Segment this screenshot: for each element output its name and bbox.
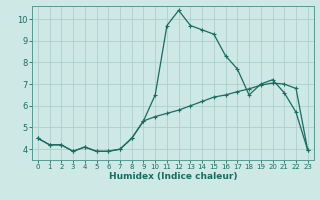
X-axis label: Humidex (Indice chaleur): Humidex (Indice chaleur) [108, 172, 237, 181]
